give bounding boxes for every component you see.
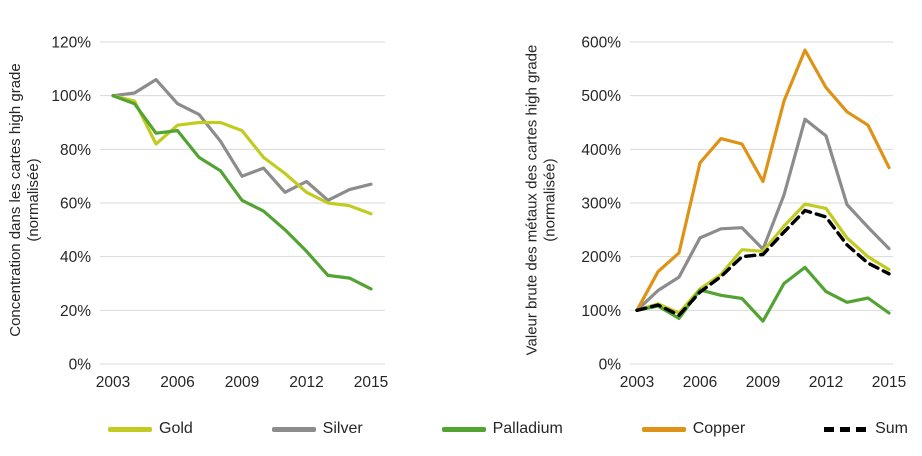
legend-label-palladium: Palladium [492,420,563,437]
series-line-sum [635,208,891,317]
legend-item-gold: Gold [108,420,193,438]
series-line-copper [635,48,891,312]
valeur-brute-chart-panel: Valeur brute des métaux des cartes high … [461,0,922,400]
y-tick-label: 100% [581,303,621,320]
y-tick-label: 80% [60,142,91,159]
concentration-line-chart: 0% 20% 40% 60% 80% 100% 120% 2003 2006 2009 2012 20… [51,35,388,392]
legend-item-sum: Sum [824,420,908,438]
left-y-axis-label-line1: Concentration dans les cartes high grade [7,63,25,337]
charts-row: Concentration dans les cartes high grade… [0,0,922,400]
legend-swatch-sum [824,426,869,432]
left-y-axis-label: Concentration dans les cartes high grade… [0,0,50,400]
series-line-gold [111,94,373,216]
series-line-silver [635,117,891,312]
legend-swatch-copper [641,426,686,432]
legend-label-sum: Sum [875,420,908,437]
right-y-axis-label-line2: (normalisée) [541,158,558,242]
y-tick-label: 500% [581,88,621,105]
legend-swatch-silver [271,426,316,432]
x-tick-label: 2015 [872,374,906,391]
x-tick-label: 2009 [225,374,259,391]
left-y-axis-label-line2: (normalisée) [25,158,43,242]
y-tick-label: 100% [51,88,91,105]
series-line-palladium [635,265,891,323]
legend: Gold Silver Palladium Copper Sum [108,416,908,442]
x-tick-label: 2015 [354,374,388,391]
x-tick-label: 2003 [96,374,130,391]
y-tick-label: 0% [69,357,92,374]
y-tick-label: 60% [60,196,91,213]
y-tick-label: 300% [581,196,621,213]
x-tick-label: 2012 [289,374,323,391]
x-tick-label: 2009 [746,374,780,391]
legend-label-copper: Copper [692,420,746,437]
y-tick-label: 600% [581,35,621,52]
x-tick-label: 2012 [809,374,843,391]
series-line-silver [111,77,373,202]
legend-item-palladium: Palladium [441,420,563,438]
legend-item-copper: Copper [641,420,746,438]
y-tick-label: 40% [60,249,91,266]
y-tick-label: 0% [599,357,622,374]
x-tick-label: 2006 [160,374,194,391]
legend-item-silver: Silver [271,420,363,438]
y-tick-label: 200% [581,249,621,266]
valeur-brute-line-chart: 0% 100% 200% 300% 400% 500% 600% 2003 2006 2009 20… [581,35,906,392]
concentration-chart-panel: Concentration dans les cartes high grade… [0,0,461,400]
legend-label-silver: Silver [322,420,363,437]
y-tick-label: 20% [60,303,91,320]
legend-swatch-gold [108,426,152,432]
x-tick-label: 2006 [683,374,717,391]
legend-label-gold: Gold [159,420,193,437]
x-tick-label: 2003 [620,374,654,391]
series-line-palladium [111,94,373,291]
y-tick-label: 120% [51,35,91,52]
right-y-axis-label-line1: Valeur brute des métaux des cartes high … [523,44,540,356]
right-y-axis-label: Valeur brute des métaux des cartes high … [516,0,566,400]
y-tick-label: 400% [581,142,621,159]
legend-swatch-palladium [441,426,486,432]
